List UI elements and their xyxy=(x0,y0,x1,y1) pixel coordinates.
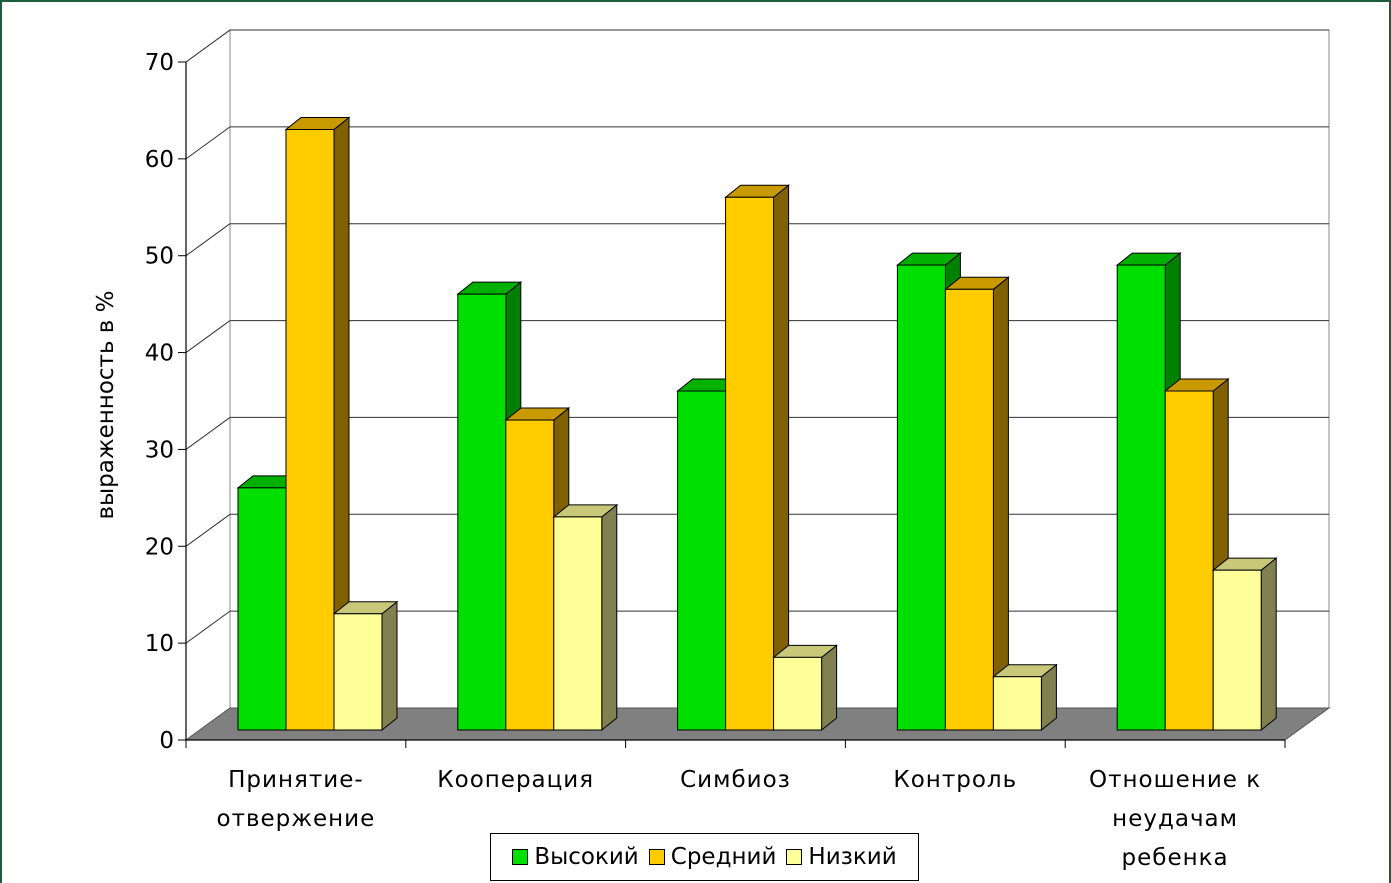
x-category-label: Симбиоз xyxy=(680,767,791,793)
x-category-label: Отношение к неудачам ребенка xyxy=(1089,767,1261,871)
bar-front xyxy=(1116,264,1166,731)
x-category-line: Кооперация xyxy=(437,767,594,793)
y-tick-label: 70 xyxy=(145,50,174,76)
bars xyxy=(236,116,1278,732)
bar-side xyxy=(1260,557,1277,732)
legend-item: Низкий xyxy=(786,844,897,870)
bar-front xyxy=(237,487,287,731)
bar-side xyxy=(821,644,838,732)
legend-label: Низкий xyxy=(808,844,897,870)
gridline-side xyxy=(185,610,231,644)
bar-front xyxy=(677,390,727,731)
y-tick-label: 10 xyxy=(145,631,174,657)
gridline-side xyxy=(185,29,231,63)
bar-front xyxy=(896,264,946,731)
gridline-side xyxy=(185,126,231,160)
x-category-label: Кооперация xyxy=(437,767,594,793)
bar-front xyxy=(992,676,1042,731)
y-tick-label: 0 xyxy=(159,728,174,754)
x-category-line: Симбиоз xyxy=(680,767,791,793)
bar-front xyxy=(1212,569,1262,731)
bar xyxy=(552,503,619,732)
bar xyxy=(1211,557,1278,732)
x-category-label: Контроль xyxy=(893,767,1017,793)
bar-front xyxy=(944,288,994,731)
bar-side xyxy=(381,600,398,732)
legend-swatch xyxy=(648,849,665,865)
bar-front xyxy=(725,196,775,731)
legend-swatch xyxy=(786,849,803,865)
legend-label: Средний xyxy=(670,844,777,870)
gridline-side xyxy=(185,417,231,450)
x-category-line: ребенка xyxy=(1122,845,1229,871)
gridline-side xyxy=(185,320,231,353)
x-category-label: Принятие-отвержение xyxy=(217,767,376,832)
side-wall xyxy=(185,29,231,741)
bar-front xyxy=(333,613,383,731)
legend-item: Средний xyxy=(648,844,777,870)
y-tick-label: 20 xyxy=(145,534,174,560)
x-category-line: Отношение к xyxy=(1089,767,1261,793)
y-tick-label: 30 xyxy=(145,437,174,463)
x-category-line: Принятие- xyxy=(228,767,364,793)
bar xyxy=(284,116,351,732)
y-tick-label: 60 xyxy=(145,147,174,173)
legend-item: Высокий xyxy=(512,844,639,870)
gridline-side xyxy=(185,513,231,547)
bar-front xyxy=(457,293,507,731)
y-axis: 0 10 20 30 40 50 60 70 xyxy=(145,50,187,754)
bar xyxy=(332,600,399,732)
bar xyxy=(943,276,1010,732)
bar xyxy=(991,663,1058,732)
y-axis-label: выраженность в % xyxy=(93,290,119,519)
x-category-line: неудачам xyxy=(1112,806,1238,832)
y-tick-label: 40 xyxy=(145,341,174,367)
gridline-side xyxy=(185,223,231,257)
x-category-line: отвержение xyxy=(217,806,376,832)
x-axis: Принятие-отвержение Кооперация Симбиоз Конт… xyxy=(185,739,1286,871)
bar-front xyxy=(773,656,823,731)
bar-side xyxy=(601,503,618,732)
bar-front xyxy=(285,128,335,731)
bar xyxy=(772,644,839,732)
bar-front xyxy=(1164,390,1214,731)
bar-front xyxy=(505,419,555,731)
x-category-line: Контроль xyxy=(893,767,1017,793)
legend-label: Высокий xyxy=(534,844,639,870)
legend: Высокий Средний Низкий xyxy=(490,833,919,881)
y-tick-label: 50 xyxy=(145,244,174,270)
bar-front xyxy=(553,516,603,731)
bar-side xyxy=(992,276,1009,732)
bar xyxy=(724,184,791,732)
legend-swatch xyxy=(512,849,529,865)
